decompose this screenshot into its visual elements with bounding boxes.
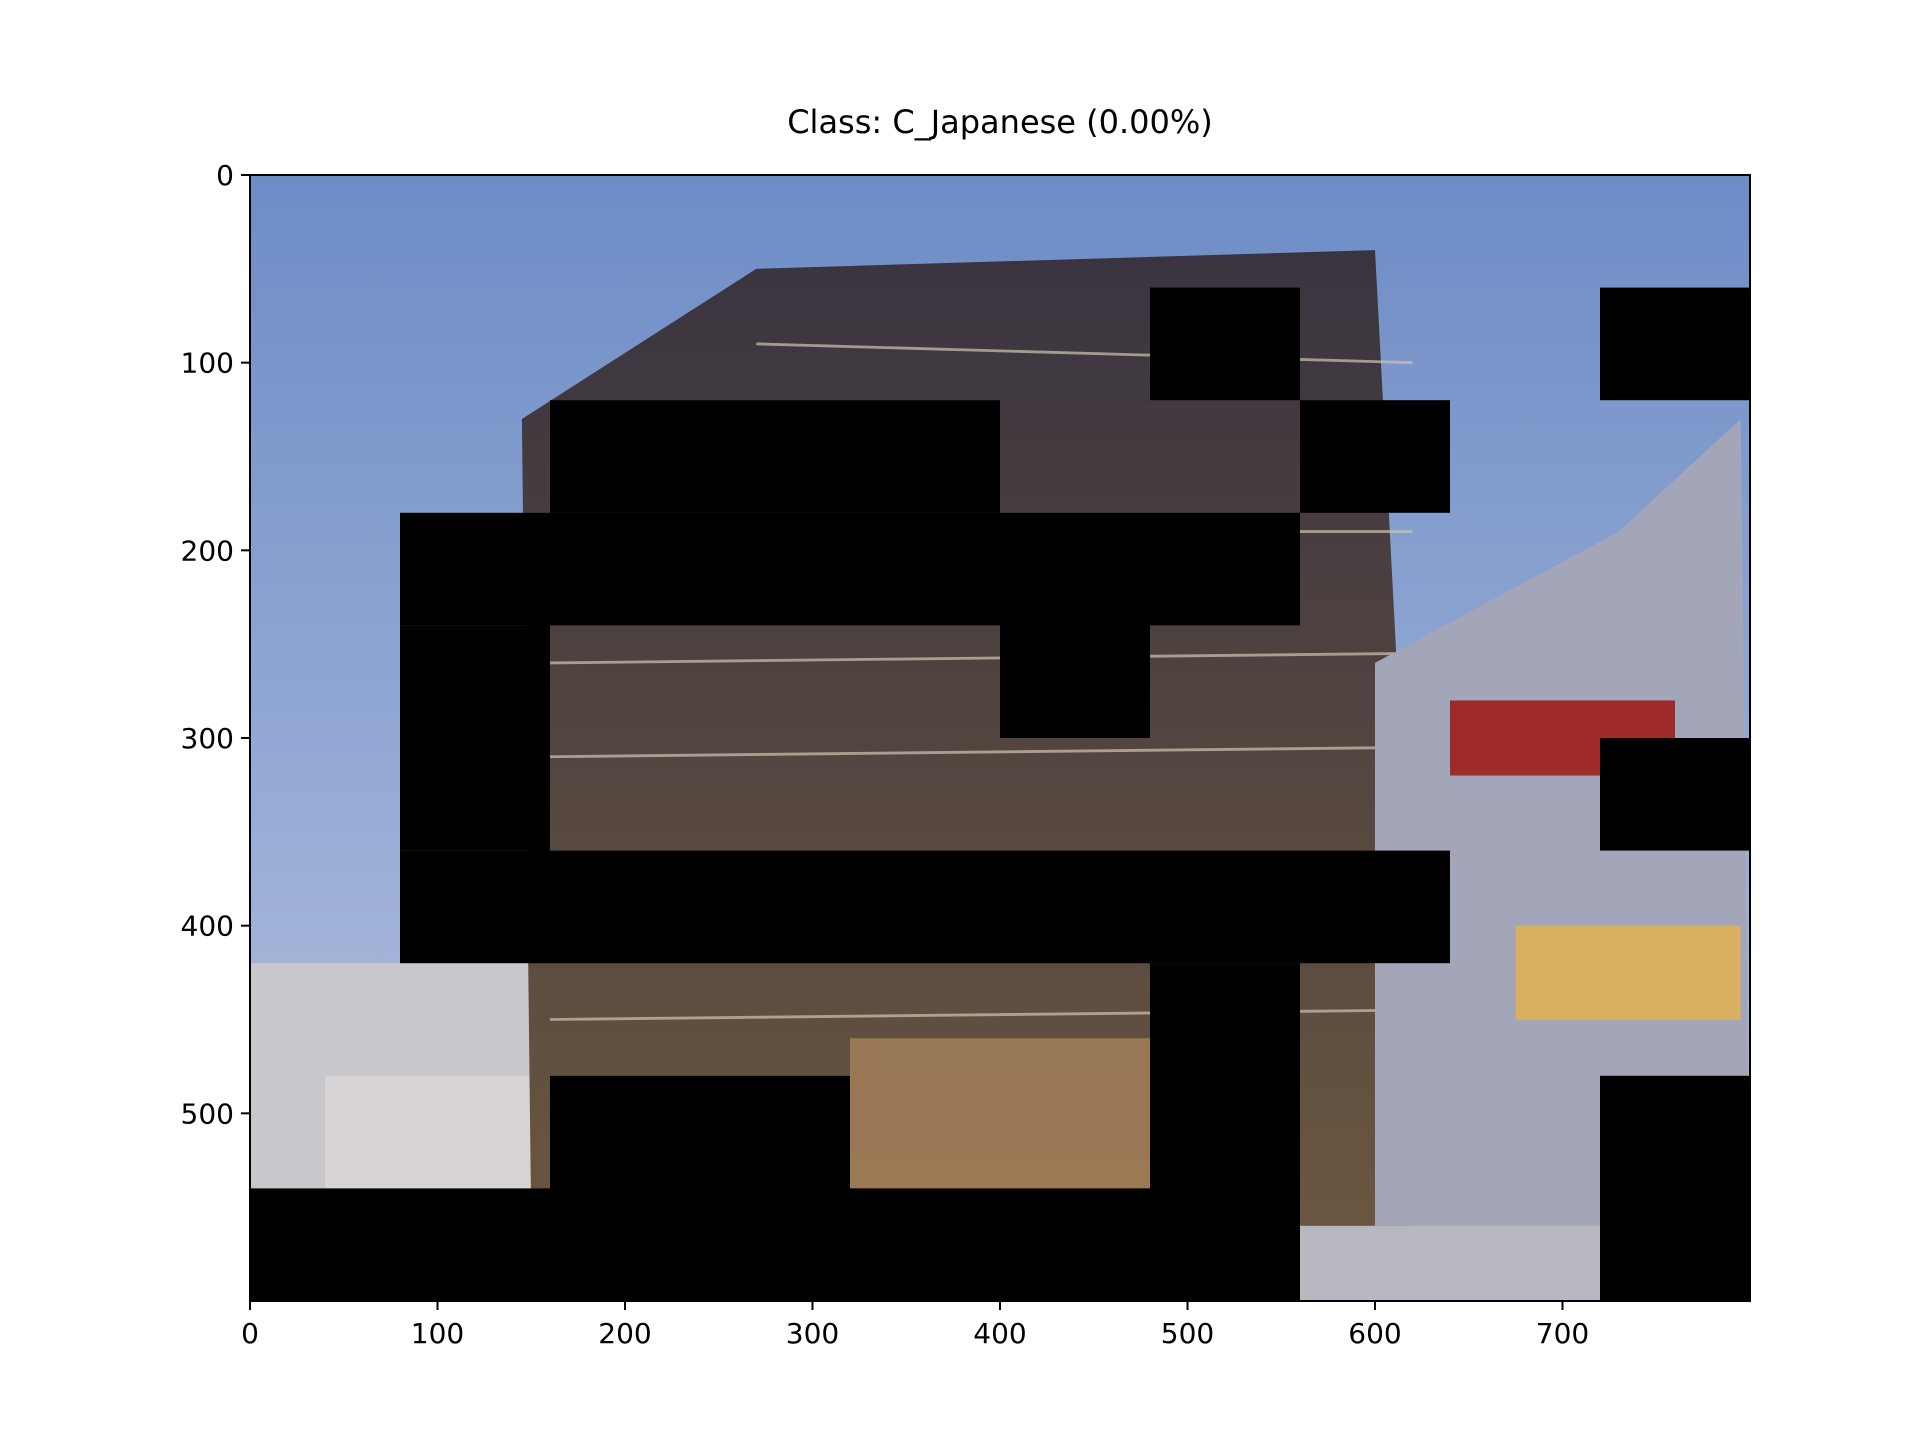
right-building bbox=[1375, 418, 1750, 1226]
x-tick-label: 600 bbox=[1348, 1317, 1401, 1350]
y-tick-label: 100 bbox=[181, 347, 234, 380]
occlusion-masks bbox=[250, 287, 1750, 1301]
y-tick-label: 400 bbox=[181, 910, 234, 943]
y-tick-label: 300 bbox=[181, 722, 234, 755]
y-tick-label: 500 bbox=[181, 1097, 234, 1130]
x-tick-label: 0 bbox=[241, 1317, 259, 1350]
x-tick-label: 200 bbox=[598, 1317, 651, 1350]
x-tick-label: 500 bbox=[1161, 1317, 1214, 1350]
y-tick-label: 0 bbox=[216, 159, 234, 192]
chart-title: Class: C_Japanese (0.00%) bbox=[787, 103, 1213, 141]
y-tick-label: 200 bbox=[181, 534, 234, 567]
x-tick-label: 100 bbox=[411, 1317, 464, 1350]
street bbox=[1300, 1225, 1600, 1301]
shop-front bbox=[1515, 925, 1741, 1020]
x-tick-label: 700 bbox=[1536, 1317, 1589, 1350]
x-tick-label: 300 bbox=[786, 1317, 839, 1350]
lit-windows bbox=[850, 1038, 1150, 1189]
x-tick-label: 400 bbox=[973, 1317, 1026, 1350]
image bbox=[250, 175, 1750, 1301]
